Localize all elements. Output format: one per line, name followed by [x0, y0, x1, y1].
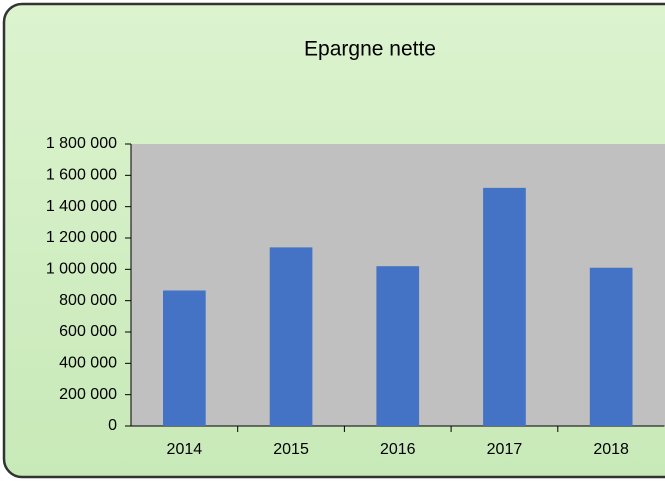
y-tick-label: 1 200 000	[46, 229, 117, 246]
x-tick-label: 2017	[487, 441, 523, 458]
x-tick-label: 2015	[273, 441, 309, 458]
y-tick-label: 1 800 000	[46, 135, 117, 152]
chart-title: Epargne nette	[304, 38, 436, 61]
y-tick-label: 200 000	[59, 386, 117, 403]
y-tick-label: 400 000	[59, 355, 117, 372]
x-tick-label: 2014	[167, 441, 203, 458]
bar	[376, 266, 420, 426]
bar	[269, 247, 313, 426]
x-tick-label: 2016	[380, 441, 416, 458]
y-tick-label: 0	[108, 417, 117, 434]
y-tick-label: 600 000	[59, 323, 117, 340]
x-tick-label: 2018	[593, 441, 629, 458]
y-tick-label: 1 000 000	[46, 261, 117, 278]
y-tick-label: 1 600 000	[46, 167, 117, 184]
bar	[483, 187, 526, 426]
bar	[589, 267, 633, 426]
y-tick-label: 1 400 000	[46, 198, 117, 215]
y-tick-label: 800 000	[59, 292, 117, 309]
bar	[163, 290, 206, 426]
